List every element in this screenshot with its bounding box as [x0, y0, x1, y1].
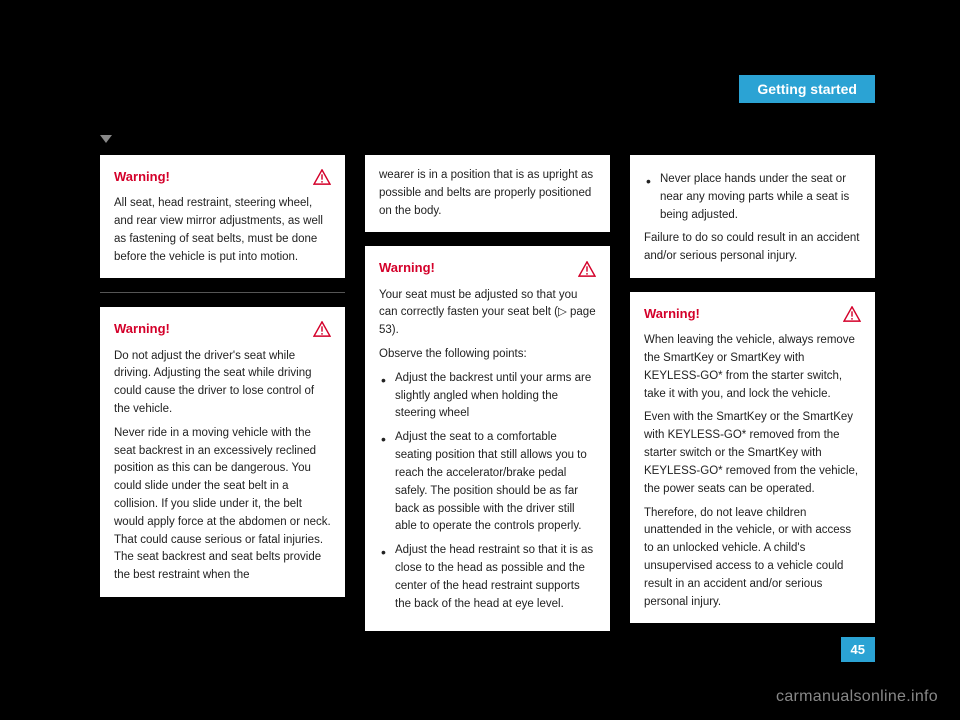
page-number: 45	[841, 637, 875, 662]
warning-list: Adjust the backrest until your arms are …	[379, 370, 596, 614]
column-3: Never place hands under the seat or near…	[630, 155, 875, 631]
continuation-box: Never place hands under the seat or near…	[630, 155, 875, 278]
warning-body: Therefore, do not leave children unatten…	[644, 505, 861, 612]
body-text: wearer is in a position that is as uprig…	[379, 167, 596, 220]
warning-body: Your seat must be adjusted so that you c…	[379, 287, 596, 340]
warning-title: Warning!	[644, 304, 700, 324]
warning-body: Never ride in a moving vehicle with the …	[114, 425, 331, 585]
warning-header: Warning!	[379, 258, 596, 278]
watermark: carmanualsonline.info	[776, 688, 938, 706]
section-marker-icon	[100, 135, 112, 143]
continuation-box: wearer is in a position that is as uprig…	[365, 155, 610, 232]
warning-box-4: Warning! When leaving the vehicle, alway…	[630, 292, 875, 623]
warning-title: Warning!	[114, 319, 170, 339]
body-text: Failure to do so could result in an acci…	[644, 230, 861, 266]
warning-header: Warning!	[114, 319, 331, 339]
warning-box-2: Warning! Do not adjust the driver's seat…	[100, 307, 345, 597]
warning-triangle-icon	[578, 261, 596, 277]
warning-body: When leaving the vehicle, always remove …	[644, 332, 861, 403]
column-2: wearer is in a position that is as uprig…	[365, 155, 610, 631]
list-item: Adjust the head restraint so that it is …	[379, 542, 596, 613]
warning-triangle-icon	[313, 169, 331, 185]
warning-body: Even with the SmartKey or the SmartKey w…	[644, 409, 861, 498]
warning-body: Do not adjust the driver's seat while dr…	[114, 348, 331, 419]
content-columns: Warning! All seat, head restraint, steer…	[100, 155, 875, 631]
warning-header: Warning!	[644, 304, 861, 324]
warning-title: Warning!	[379, 258, 435, 278]
divider	[100, 292, 345, 293]
column-1: Warning! All seat, head restraint, steer…	[100, 155, 345, 631]
list-item: Adjust the backrest until your arms are …	[379, 370, 596, 423]
list-item: Never place hands under the seat or near…	[644, 171, 861, 224]
warning-triangle-icon	[843, 306, 861, 322]
warning-list: Never place hands under the seat or near…	[644, 171, 861, 224]
warning-body: Observe the following points:	[379, 346, 596, 364]
list-item: Adjust the seat to a comfortable seating…	[379, 429, 596, 536]
section-header: Getting started	[739, 75, 875, 103]
warning-box-3: Warning! Your seat must be adjusted so t…	[365, 246, 610, 631]
warning-triangle-icon	[313, 321, 331, 337]
warning-header: Warning!	[114, 167, 331, 187]
warning-box-1: Warning! All seat, head restraint, steer…	[100, 155, 345, 278]
warning-title: Warning!	[114, 167, 170, 187]
warning-body: All seat, head restraint, steering wheel…	[114, 195, 331, 266]
